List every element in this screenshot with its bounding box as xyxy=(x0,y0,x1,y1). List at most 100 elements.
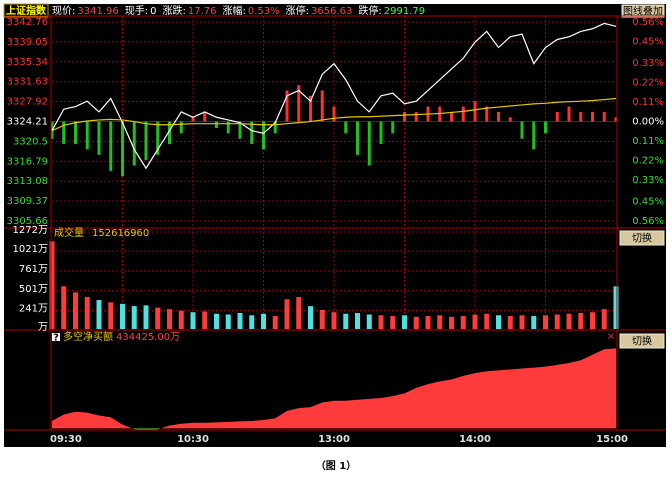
switch-button[interactable] xyxy=(619,230,665,246)
volume-bar xyxy=(331,312,337,329)
strength-bar xyxy=(532,121,536,150)
field-value: 0 xyxy=(150,6,156,17)
field-value: 3656.63 xyxy=(311,6,352,17)
field-label: 跌停: xyxy=(358,4,381,17)
close-icon[interactable]: × xyxy=(607,331,615,342)
volume-bar xyxy=(96,300,102,329)
volume-bar xyxy=(296,296,302,329)
strength-bar xyxy=(191,117,195,122)
volume-bar xyxy=(484,313,490,329)
strength-bar xyxy=(226,121,230,134)
x-tick-label: 13:00 xyxy=(318,434,350,445)
y2-tick-label: 0.00% xyxy=(632,117,664,128)
y-tick-label: 761万 xyxy=(19,264,48,275)
volume-bar xyxy=(319,309,325,329)
field-value: 2991.79 xyxy=(384,6,425,17)
field-value: 17.76 xyxy=(188,6,217,17)
volume-bar xyxy=(554,314,560,329)
y2-tick-label: 0.33% xyxy=(632,175,664,186)
volume-bar xyxy=(437,315,443,329)
strength-bar xyxy=(262,121,265,150)
strength-bar xyxy=(403,111,406,122)
volume-bar xyxy=(343,313,349,329)
volume-bar xyxy=(590,312,595,329)
help-icon-mark[interactable]: ? xyxy=(53,333,59,344)
strength-bar xyxy=(109,121,113,171)
volume-bar xyxy=(167,309,172,329)
y-tick-label: 3309.37 xyxy=(7,196,48,207)
strength-bar xyxy=(520,121,524,139)
strength-bar xyxy=(567,106,571,122)
strength-bar xyxy=(367,121,371,166)
volume-bar xyxy=(355,312,360,329)
strength-bar xyxy=(461,106,465,122)
volume-bar xyxy=(120,303,125,329)
strength-bar xyxy=(179,121,183,134)
strength-bar xyxy=(544,121,547,134)
volume-bar xyxy=(225,314,231,329)
volume-bar xyxy=(308,306,313,329)
volume-bar xyxy=(543,315,548,329)
quote-line: 现价: 3341.96 现手: 0 涨跌: 17.76 涨幅: 0.53% 涨停: 3656.63… xyxy=(52,4,425,17)
net-title: 多空净买额 xyxy=(63,330,113,343)
y-tick-label: 3324.21 xyxy=(7,117,48,128)
y-tick-label: 501万 xyxy=(19,284,48,295)
strength-bar xyxy=(473,101,477,122)
volume-bar xyxy=(49,241,55,329)
strength-bar xyxy=(320,90,324,122)
y2-tick-label: 0.56% xyxy=(632,17,664,28)
strength-bar xyxy=(309,95,312,122)
volume-bar xyxy=(214,313,219,329)
switch-button-label[interactable]: 切换 xyxy=(632,232,652,245)
overlay-button[interactable] xyxy=(621,4,665,18)
frame xyxy=(4,15,666,431)
marks xyxy=(49,22,619,430)
volume-bar xyxy=(413,316,419,329)
strength-bar xyxy=(602,111,606,122)
volume-bar xyxy=(237,312,243,329)
field-value: 0.53% xyxy=(248,6,280,17)
caption: （图 1） xyxy=(316,459,356,472)
volume-bar xyxy=(566,313,572,329)
volume-bar xyxy=(249,315,255,329)
volume-bar xyxy=(519,315,525,329)
strength-bar xyxy=(356,121,359,155)
volume-bar xyxy=(613,286,619,329)
volume-bar xyxy=(155,307,161,329)
help-icon[interactable] xyxy=(52,333,60,341)
strength-bar xyxy=(297,85,301,122)
switch-button[interactable] xyxy=(619,333,665,349)
volume-title: 成交量 xyxy=(54,226,84,239)
y2-tick-label: 0.22% xyxy=(632,77,664,88)
y-tick-label: 3316.79 xyxy=(7,156,48,167)
y-tick-label: 3342.76 xyxy=(7,17,48,28)
volume-bar xyxy=(390,316,396,329)
volume-bar xyxy=(261,313,266,329)
volume-bar xyxy=(73,292,78,329)
y-tick-label: 3335.34 xyxy=(7,57,48,68)
net-area xyxy=(52,348,616,430)
strength-bar xyxy=(168,121,171,145)
y-tick-label: 3320.5 xyxy=(13,136,48,147)
volume-bar xyxy=(84,296,90,329)
field-label: 涨停: xyxy=(286,4,309,17)
switch-button-label[interactable]: 切换 xyxy=(632,335,652,348)
volume-bar xyxy=(507,316,513,329)
y-tick-label: 3331.63 xyxy=(7,77,48,88)
y2-tick-label: 0.11% xyxy=(632,97,664,108)
x-tick-label: 15:00 xyxy=(596,434,628,445)
volume-bar xyxy=(472,314,478,329)
strength-bar xyxy=(485,106,489,122)
strength-bar xyxy=(508,117,512,122)
y2-tick-label: 0.56% xyxy=(632,216,664,227)
volume-bar xyxy=(402,315,407,329)
volume-bar xyxy=(190,312,196,329)
volume-bar xyxy=(601,309,607,329)
field-label: 现手: xyxy=(125,4,148,17)
volume-bar xyxy=(202,311,208,329)
volume-bar xyxy=(578,312,584,329)
y-tick-label: 241万 xyxy=(19,304,48,315)
overlay-button-label[interactable]: 图线叠加 xyxy=(623,5,663,18)
volume-bar xyxy=(496,315,501,329)
